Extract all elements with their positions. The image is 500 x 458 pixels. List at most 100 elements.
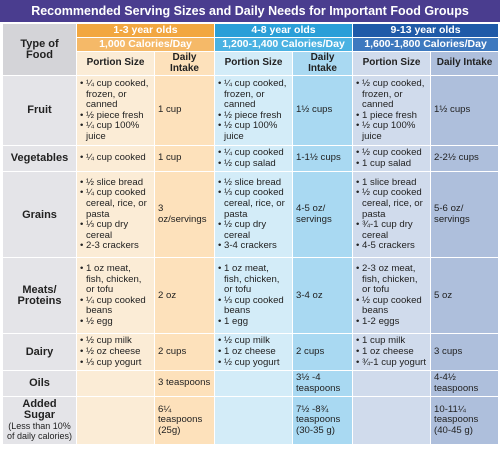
portion-list: 1 oz meat, fish, chicken, or tofu⅓ cup c… — [218, 263, 289, 328]
daily-intake-cell: 3 oz/servings — [153, 171, 216, 259]
list-item: 2-3 oz meat, fish, chicken, or tofu — [356, 263, 427, 296]
list-item: ⅓ cup cooked cereal, rice, or pasta — [218, 188, 289, 220]
food-type-name: Grains — [22, 208, 57, 221]
portion-list: ¼ cup cooked — [80, 153, 151, 164]
list-item: ¼ cup cooked — [80, 153, 151, 164]
daily-intake-cell: 2-2½ cups — [430, 145, 500, 173]
portion-size-cell: ½ slice bread⅓ cup cooked cereal, rice, … — [214, 171, 294, 259]
food-type-name: Fruit — [27, 104, 52, 117]
daily-intake-cell: 3 teaspoons — [153, 370, 216, 398]
food-type-name: Meats/ Proteins — [17, 284, 62, 307]
food-type-label: Oils — [2, 370, 77, 398]
list-item: 2-3 crackers — [80, 241, 151, 252]
table-row: Dairy½ cup milk½ oz cheese⅓ cup yogurt2 … — [2, 333, 500, 372]
list-item: ½ piece fresh — [218, 110, 289, 122]
group-1-calories: 1,000 Calories/Day — [75, 37, 216, 52]
table-row: Added Sugar (Less than 10% of daily calor… — [2, 396, 500, 445]
daily-intake-cell: 7½ -8¾ teaspoons (30-35 g) — [292, 396, 354, 445]
portion-list: 2-3 oz meat, fish, chicken, or tofu½ cup… — [356, 263, 427, 328]
portion-size-cell: ½ slice bread¼ cup cooked cereal, rice, … — [76, 171, 155, 259]
list-item: ½ cup dry cereal — [218, 219, 289, 241]
list-item: ½ slice bread — [218, 177, 289, 189]
daily-intake-cell: 4-4½ teaspoons — [430, 370, 500, 398]
list-item: 1 slice bread — [356, 177, 427, 189]
portion-size-header: Portion Size — [214, 50, 294, 77]
portion-list: ¼ cup cooked, frozen, or canned½ piece f… — [80, 78, 151, 143]
list-item: 1 egg — [218, 316, 289, 328]
group-3-age: 9-13 year olds — [352, 23, 500, 38]
list-item: ½ cup milk — [218, 336, 289, 347]
group-2-age: 4-8 year olds — [214, 23, 354, 38]
list-item: 1 oz cheese — [356, 346, 427, 358]
portion-size-cell — [76, 396, 155, 445]
list-item: ¾-1 cup yogurt — [356, 357, 427, 369]
list-item: ½ cup 100% juice — [218, 120, 289, 142]
table-row: Oils 3 teaspoons 3½ -4 teaspoons 4-4½ teasp… — [2, 370, 500, 398]
list-item: 1 oz cheese — [218, 346, 289, 358]
list-item: ¼ cup cooked, frozen, or canned — [218, 78, 289, 111]
food-type-name: Added Sugar — [22, 398, 57, 421]
portion-size-cell: ½ cup milk½ oz cheese⅓ cup yogurt — [76, 333, 155, 372]
list-item: 1 cup salad — [356, 158, 427, 170]
daily-intake-header: Daily Intake — [153, 50, 216, 77]
list-item: ⅓ cup yogurt — [80, 357, 151, 369]
daily-intake-cell: 2 cups — [292, 333, 354, 372]
portion-size-cell: 2-3 oz meat, fish, chicken, or tofu½ cup… — [352, 257, 432, 335]
list-item: ½ cup cooked cereal, rice, or pasta — [356, 188, 427, 220]
food-type-name: Vegetables — [10, 152, 69, 165]
portion-list: ½ slice bread⅓ cup cooked cereal, rice, … — [218, 177, 289, 252]
portion-size-cell: ½ cup cooked, frozen, or canned1 piece f… — [352, 75, 432, 147]
food-type-note: (Less than 10% of daily calories) — [6, 420, 73, 442]
list-item: ¼ cup cooked beans — [80, 295, 151, 317]
daily-intake-cell: 4-5 oz/ servings — [292, 171, 354, 259]
list-item: ½ cup milk — [80, 336, 151, 347]
portion-list: 1 oz meat, fish, chicken, or tofu¼ cup c… — [80, 263, 151, 328]
table-row: Meats/ Proteins 1 oz meat, fish, chicken,… — [2, 257, 500, 335]
portion-list: ½ slice bread¼ cup cooked cereal, rice, … — [80, 177, 151, 252]
portion-size-cell: ¼ cup cooked, frozen, or canned½ piece f… — [214, 75, 294, 147]
group-2-calories: 1,200-1,400 Calories/Day — [214, 37, 354, 52]
list-item: ½ oz cheese — [80, 346, 151, 358]
serving-table: Type of Food 1-3 year olds 4-8 year olds… — [2, 22, 500, 445]
daily-intake-cell: 1½ cups — [292, 75, 354, 147]
daily-intake-cell: 5-6 oz/ servings — [430, 171, 500, 259]
portion-list: ½ cup cooked, frozen, or canned1 piece f… — [356, 78, 427, 143]
list-item: ½ cup salad — [218, 158, 289, 170]
list-item: ½ cup cooked, frozen, or canned — [356, 78, 427, 111]
portion-size-cell: ¼ cup cooked — [76, 145, 155, 173]
daily-intake-cell: 5 oz — [430, 257, 500, 335]
table-row: Fruit¼ cup cooked, frozen, or canned½ pi… — [2, 75, 500, 147]
list-item: ¼ cup 100% juice — [80, 120, 151, 142]
food-type-label: Added Sugar (Less than 10% of daily calor… — [2, 396, 77, 445]
daily-intake-header: Daily Intake — [292, 50, 354, 77]
list-item: ¾-1 cup dry cereal — [356, 219, 427, 241]
list-item: ½ cup cooked — [356, 148, 427, 159]
list-item: 1 oz meat, fish, chicken, or tofu — [218, 263, 289, 296]
daily-intake-cell: 6¼ teaspoons (25g) — [153, 396, 216, 445]
portion-size-header: Portion Size — [352, 50, 432, 77]
portion-size-cell: 1 oz meat, fish, chicken, or tofu¼ cup c… — [76, 257, 155, 335]
daily-intake-cell: 10-11¼ teaspoons (40-45 g) — [430, 396, 500, 445]
list-item: ¼ cup cooked, frozen, or canned — [80, 78, 151, 111]
food-type-name: Dairy — [25, 345, 54, 358]
daily-intake-cell: 1 cup — [153, 75, 216, 147]
list-item: ½ cup yogurt — [218, 357, 289, 369]
portion-size-cell: 1 slice bread½ cup cooked cereal, rice, … — [352, 171, 432, 259]
portion-size-cell — [352, 370, 432, 398]
list-item: ¼ cup cooked cereal, rice, or pasta — [80, 188, 151, 220]
list-item: ½ cup cooked beans — [356, 295, 427, 317]
list-item: ⅓ cup cooked beans — [218, 295, 289, 317]
portion-size-cell — [352, 396, 432, 445]
list-item: ½ cup 100% juice — [356, 120, 427, 142]
list-item: 3-4 crackers — [218, 241, 289, 252]
daily-intake-cell: 1 cup — [153, 145, 216, 173]
portion-list: 1 cup milk1 oz cheese¾-1 cup yogurt — [356, 336, 427, 368]
daily-intake-cell: 1-1½ cups — [292, 145, 354, 173]
portion-list: 1 slice bread½ cup cooked cereal, rice, … — [356, 177, 427, 252]
group-3-calories: 1,600-1,800 Calories/Day — [352, 37, 500, 52]
